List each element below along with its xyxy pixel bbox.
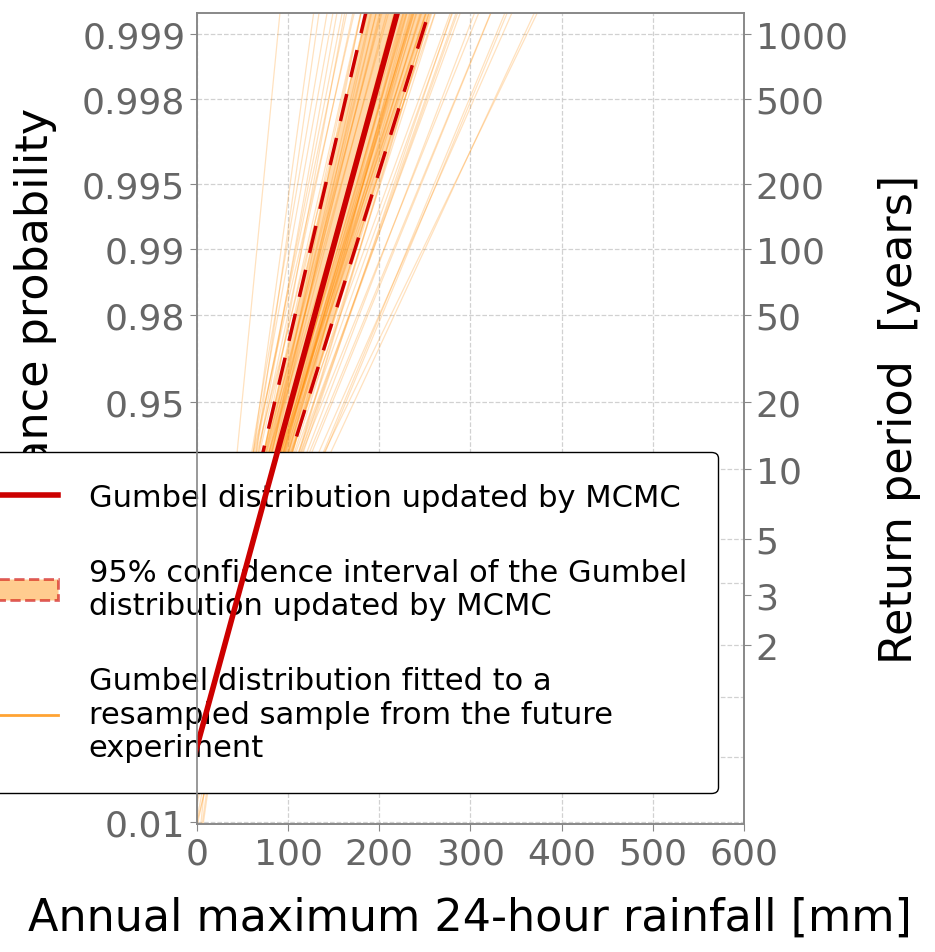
Legend: Gumbel distribution updated by MCMC, 95% confidence interval of the Gumbel
distr: Gumbel distribution updated by MCMC, 95%… (0, 453, 717, 793)
Y-axis label: Non-exceedance probability: Non-exceedance probability (14, 108, 57, 730)
Y-axis label: Return period  [years]: Return period [years] (878, 175, 921, 664)
X-axis label: Annual maximum 24-hour rainfall [mm]: Annual maximum 24-hour rainfall [mm] (28, 895, 913, 938)
